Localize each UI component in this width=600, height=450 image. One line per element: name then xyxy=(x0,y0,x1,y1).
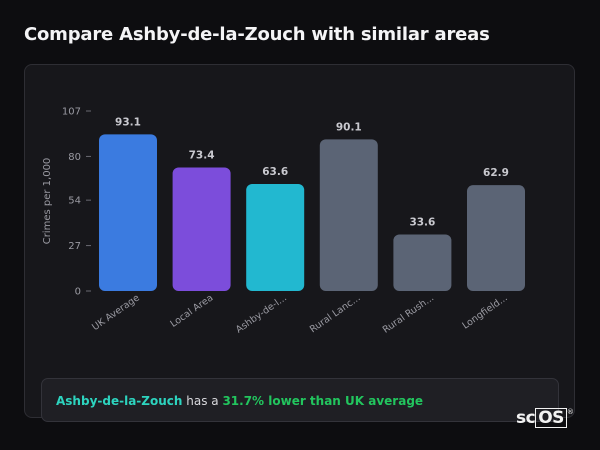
bar xyxy=(172,167,231,291)
bar-value-label: 63.6 xyxy=(262,166,288,178)
y-tick-label: 0 xyxy=(75,287,81,298)
brand-boxed: OS xyxy=(535,408,567,428)
brand-mark: ® xyxy=(566,408,574,416)
summary-delta: 31.7% lower than UK average xyxy=(222,394,424,408)
x-tick-label: Local Area xyxy=(168,292,215,329)
summary-text: has a xyxy=(182,394,223,408)
bar-chart: Crimes per 1,000 0 27 54 80 107 93.1 UK Average… xyxy=(42,107,525,336)
page-title: Compare Ashby-de-la-Zouch with similar a… xyxy=(24,24,490,45)
y-tick-label: 107 xyxy=(62,107,81,118)
bar xyxy=(393,234,452,291)
bar-value-label: 90.1 xyxy=(336,121,362,133)
bar-value-label: 73.4 xyxy=(189,150,215,162)
chart-card: Crimes per 1,000 0 27 54 80 107 93.1 UK Average… xyxy=(24,64,575,422)
x-tick-label: Rural Lanc... xyxy=(308,292,363,335)
bar xyxy=(467,185,525,291)
bar-value-label: 33.6 xyxy=(409,216,435,228)
bar-value-label: 93.1 xyxy=(115,116,141,128)
brand-logo: sc OS ® xyxy=(516,408,574,428)
x-tick-label: Rural Rush... xyxy=(381,292,436,335)
x-tick-label: Longfield... xyxy=(460,292,509,331)
y-tick-label: 27 xyxy=(68,241,81,252)
bar xyxy=(246,184,305,291)
y-tick-label: 54 xyxy=(68,196,81,207)
comparison-summary: Ashby-de-la-Zouch has a 31.7% lower than… xyxy=(41,378,559,422)
y-tick-label: 80 xyxy=(68,152,81,163)
bar-value-label: 62.9 xyxy=(483,167,509,179)
y-axis-label: Crimes per 1,000 xyxy=(42,158,53,245)
x-tick-label: UK Average xyxy=(90,292,142,333)
brand-prefix: sc xyxy=(516,408,536,428)
bar xyxy=(99,134,157,291)
bar xyxy=(319,139,378,291)
x-tick-label: Ashby-de-l... xyxy=(234,292,289,335)
summary-area-name: Ashby-de-la-Zouch xyxy=(56,394,183,408)
